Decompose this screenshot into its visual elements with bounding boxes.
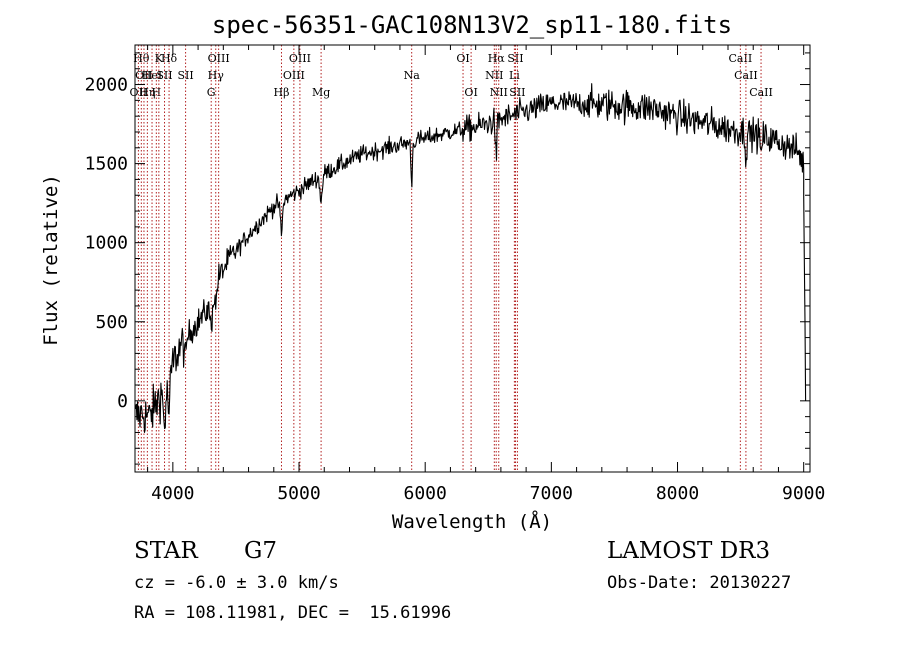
x-tick-label: 9000 — [782, 483, 825, 504]
line-markers: OIIHθOIIHηHeIHKSIIHδSIIGHγOIIIHβOIIIOIII… — [130, 45, 773, 472]
marker-label: NII — [490, 86, 508, 99]
y-tick-label: 500 — [95, 312, 128, 333]
tick-labels: 4000 5000 6000 7000 8000 9000 0 500 1000 1500 2000 — [85, 75, 826, 504]
marker-label: Hδ — [161, 52, 178, 65]
marker-label: OII — [130, 86, 148, 99]
marker-label: Li — [509, 69, 520, 82]
spectrum-series-line — [134, 83, 807, 433]
marker-label: G — [207, 86, 216, 99]
marker-label: Hγ — [208, 69, 225, 82]
y-axis-label: Flux (relative) — [40, 174, 62, 346]
marker-label: Hη — [139, 86, 155, 99]
x-tick-label: 5000 — [277, 483, 320, 504]
y-tick-label: 2000 — [85, 75, 128, 96]
y-tick-label: 0 — [117, 391, 128, 412]
marker-label: SII — [507, 52, 523, 65]
marker-label: Hβ — [274, 86, 290, 99]
x-tick-label: 8000 — [656, 483, 699, 504]
marker-label: OI — [464, 86, 477, 99]
redshift-cz: cz = -6.0 ± 3.0 km/s — [134, 573, 339, 593]
marker-label: Hα — [488, 52, 506, 65]
marker-label: OI — [456, 52, 469, 65]
coordinates: RA = 108.11981, DEC = 15.61996 — [134, 603, 452, 623]
marker-label: NII — [485, 69, 503, 82]
object-class: STAR — [134, 538, 198, 564]
marker-label: H — [152, 86, 162, 99]
survey-name: LAMOST DR3 — [607, 538, 771, 564]
marker-label: CaII — [749, 86, 773, 99]
observation-date: Obs-Date: 20130227 — [607, 573, 792, 593]
y-tick-label: 1500 — [85, 154, 128, 175]
marker-label: CaII — [734, 69, 758, 82]
marker-label: Na — [404, 69, 421, 82]
marker-label: SII — [509, 86, 525, 99]
marker-label: SII — [156, 69, 172, 82]
x-tick-label: 6000 — [404, 483, 447, 504]
marker-label: SII — [177, 69, 193, 82]
marker-label: Hθ — [133, 52, 150, 65]
x-tick-label: 4000 — [151, 483, 194, 504]
marker-label: K — [155, 52, 164, 65]
y-tick-label: 1000 — [85, 233, 128, 254]
object-subclass: G7 — [244, 538, 278, 564]
x-axis-label: Wavelength (Å) — [392, 510, 552, 533]
marker-label: CaII — [729, 52, 753, 65]
marker-label: OII — [135, 69, 153, 82]
x-tick-label: 7000 — [530, 483, 573, 504]
plot-frame — [134, 44, 811, 473]
marker-label: OIII — [289, 52, 311, 65]
chart-title: spec-56351-GAC108N13V2_sp11-180.fits — [212, 11, 732, 39]
marker-label: OIII — [208, 52, 230, 65]
axis-ticks — [135, 45, 810, 472]
marker-label: Mg — [312, 86, 330, 99]
marker-label: HeI — [142, 69, 162, 82]
marker-label: OIII — [283, 69, 305, 82]
